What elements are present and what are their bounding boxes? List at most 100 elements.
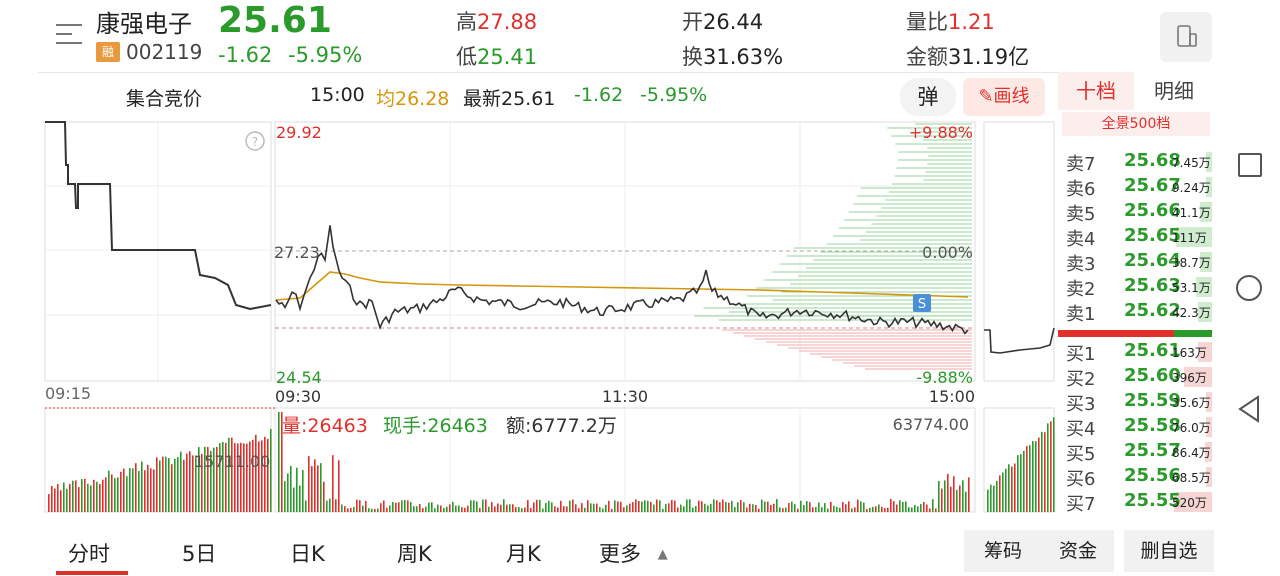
- volume-bar: [219, 443, 221, 512]
- back-icon[interactable]: [1236, 394, 1262, 424]
- volume-bar: [386, 507, 388, 512]
- volume-bar: [647, 500, 649, 512]
- volume-bar: [920, 504, 922, 512]
- home-icon[interactable]: [1236, 275, 1262, 301]
- landscape-toggle-button[interactable]: [1160, 12, 1212, 62]
- volume-amount: 额:6777.2万: [506, 415, 617, 437]
- bid-row[interactable]: 买2 25.60 396万: [1058, 365, 1212, 390]
- volume-bar: [473, 500, 475, 512]
- volume-bar: [953, 476, 955, 512]
- stock-name[interactable]: 康强电子: [96, 10, 192, 38]
- volume-bar: [674, 500, 676, 512]
- tab-5day[interactable]: 5日: [182, 542, 217, 566]
- remove-watchlist-button[interactable]: 删自选: [1124, 530, 1214, 572]
- volume-bar: [680, 504, 682, 512]
- full-depth-button[interactable]: 全景500档: [1062, 112, 1210, 136]
- popup-toggle-button[interactable]: 弹: [900, 78, 956, 116]
- volume-bar: [746, 507, 748, 512]
- volume-bar: [66, 488, 68, 512]
- funds-button[interactable]: 资金: [1042, 530, 1114, 572]
- ask-row[interactable]: 卖4 25.65 111万: [1058, 225, 1212, 250]
- volume-bar: [299, 485, 301, 512]
- volume-bar: [81, 479, 83, 512]
- volume-bar: [296, 467, 298, 512]
- volume-bar: [791, 501, 793, 512]
- volume-bar: [431, 502, 433, 512]
- volume-bar: [147, 464, 149, 512]
- bid-row[interactable]: 买4 25.58 76.0万: [1058, 415, 1212, 440]
- level-price: 25.63: [1124, 275, 1181, 296]
- level-price: 25.64: [1124, 250, 1181, 271]
- volume-bar: [347, 508, 349, 512]
- volume-bar: [833, 505, 835, 512]
- bid-row[interactable]: 买3 25.59 35.6万: [1058, 390, 1212, 415]
- volume-bar: [665, 503, 667, 512]
- volume-bar: [485, 499, 487, 512]
- tab-monthk[interactable]: 月K: [506, 542, 541, 566]
- volume-bar: [150, 468, 152, 512]
- volume-bar: [258, 441, 260, 512]
- volume-bar: [1038, 437, 1040, 512]
- volume-bar: [374, 508, 376, 512]
- time-premarket-label: 09:15: [45, 384, 91, 403]
- bid-row[interactable]: 买1 25.61 163万: [1058, 340, 1212, 365]
- volume-bar: [305, 500, 307, 512]
- level-price: 25.60: [1124, 365, 1181, 386]
- tab-ten-levels[interactable]: 十档: [1058, 72, 1134, 110]
- bid-row[interactable]: 买7 25.55 520万: [1058, 490, 1212, 515]
- volume-bar: [308, 456, 310, 512]
- draw-line-button[interactable]: ✎画线: [963, 78, 1045, 116]
- volume-bar: [917, 506, 919, 512]
- ask-row[interactable]: 卖6 25.67 9.24万: [1058, 175, 1212, 200]
- volume-bar: [863, 502, 865, 512]
- volume-bar: [767, 501, 769, 512]
- level-label: 买2: [1066, 369, 1096, 390]
- tab-dayk[interactable]: 日K: [290, 542, 325, 566]
- recent-apps-icon[interactable]: [1238, 153, 1262, 177]
- depth-bar: [1206, 177, 1212, 197]
- ask-row[interactable]: 卖2 25.63 53.1万: [1058, 275, 1212, 300]
- low-stat: 低25.41: [456, 45, 538, 69]
- volume-bar: [108, 470, 110, 512]
- tab-detail[interactable]: 明细: [1154, 79, 1194, 103]
- volume-bar: [596, 503, 598, 512]
- level-label: 卖4: [1066, 229, 1096, 250]
- info-change: -1.62: [574, 84, 624, 106]
- level-volume: 76.0万: [1172, 421, 1211, 435]
- volume-info: 量:26463: [282, 415, 368, 437]
- tab-more[interactable]: 更多 ▲: [599, 538, 668, 568]
- level-volume: 68.5万: [1172, 471, 1211, 485]
- volume-bar: [1002, 472, 1004, 512]
- ask-row[interactable]: 卖1 25.62 42.3万: [1058, 300, 1212, 325]
- volume-bar: [734, 507, 736, 512]
- help-icon[interactable]: [245, 131, 265, 151]
- bid-row[interactable]: 买6 25.56 68.5万: [1058, 465, 1212, 490]
- menu-icon[interactable]: [56, 22, 82, 46]
- phone-rotate-icon: [1177, 25, 1197, 47]
- volume-bar: [815, 507, 817, 512]
- level-label: 买7: [1066, 494, 1096, 515]
- volume-bar: [554, 506, 556, 512]
- bid-row[interactable]: 买5 25.57 86.4万: [1058, 440, 1212, 465]
- volume-bar: [740, 500, 742, 512]
- volume-bar: [458, 505, 460, 512]
- ask-depth-bars: [693, 123, 972, 321]
- intraday-chart[interactable]: S ? 29.92 27.23 24.54 +9.88% 0.00% -9.88…: [0, 0, 1058, 526]
- volume-bar: [335, 499, 337, 512]
- volume-bar: [614, 500, 616, 512]
- volume-bar: [302, 470, 304, 512]
- volume-bar: [120, 471, 122, 512]
- divider: [38, 72, 1058, 73]
- volume-bar: [698, 500, 700, 512]
- tab-weekk[interactable]: 周K: [397, 542, 432, 566]
- volume-bar: [341, 504, 343, 512]
- ask-row[interactable]: 卖7 25.68 7.45万: [1058, 150, 1212, 175]
- ask-row[interactable]: 卖5 25.66 41.1万: [1058, 200, 1212, 225]
- volume-bar: [830, 501, 832, 512]
- tab-fenshi[interactable]: 分时: [68, 542, 110, 566]
- signal-marker[interactable]: [913, 294, 931, 312]
- chips-button[interactable]: 筹码: [964, 530, 1042, 572]
- ask-row[interactable]: 卖3 25.64 38.7万: [1058, 250, 1212, 275]
- volume-bar: [821, 507, 823, 512]
- time-close-label: 15:00: [929, 387, 975, 406]
